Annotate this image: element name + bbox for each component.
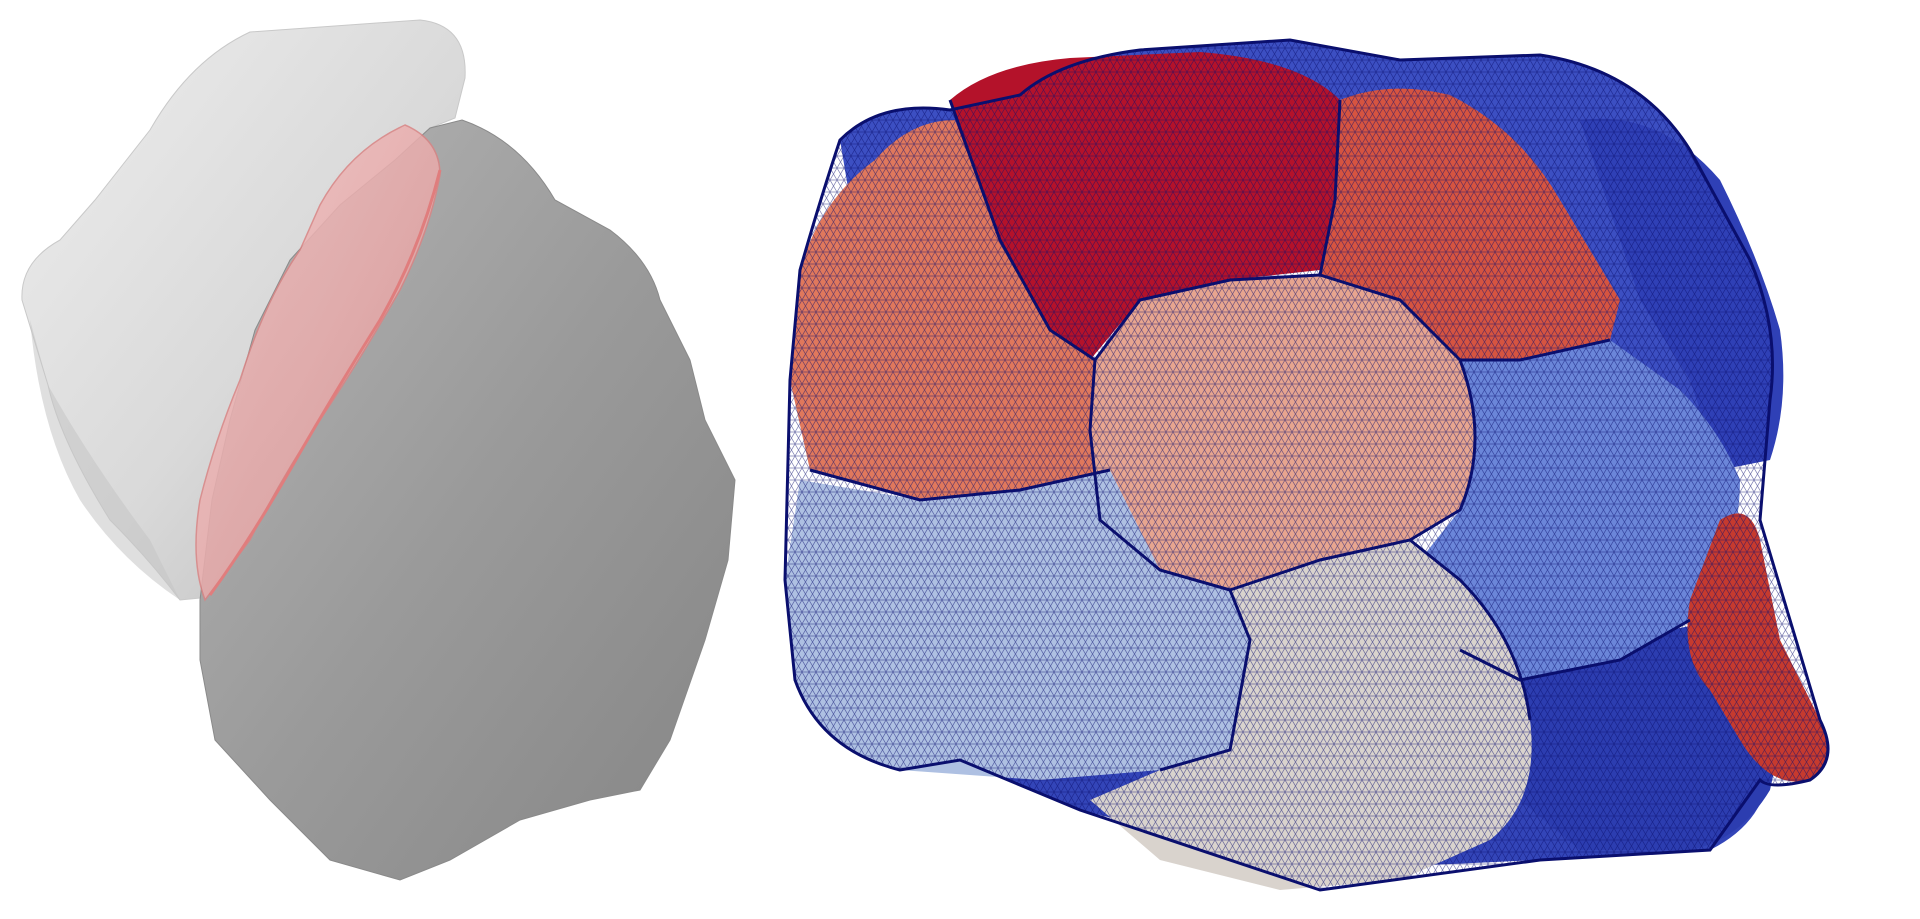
contact-interface-edge [208,169,442,596]
region-boundaries [783,38,1830,892]
left-render-svg [21,19,736,881]
right-mesh-render [760,0,1920,919]
right-render-svg [783,38,1830,892]
mesh-overlay [785,40,1828,890]
left-cell-pair-render [0,0,760,919]
upper-cell-shadow [30,320,180,600]
contact-interface-surface [195,124,441,602]
